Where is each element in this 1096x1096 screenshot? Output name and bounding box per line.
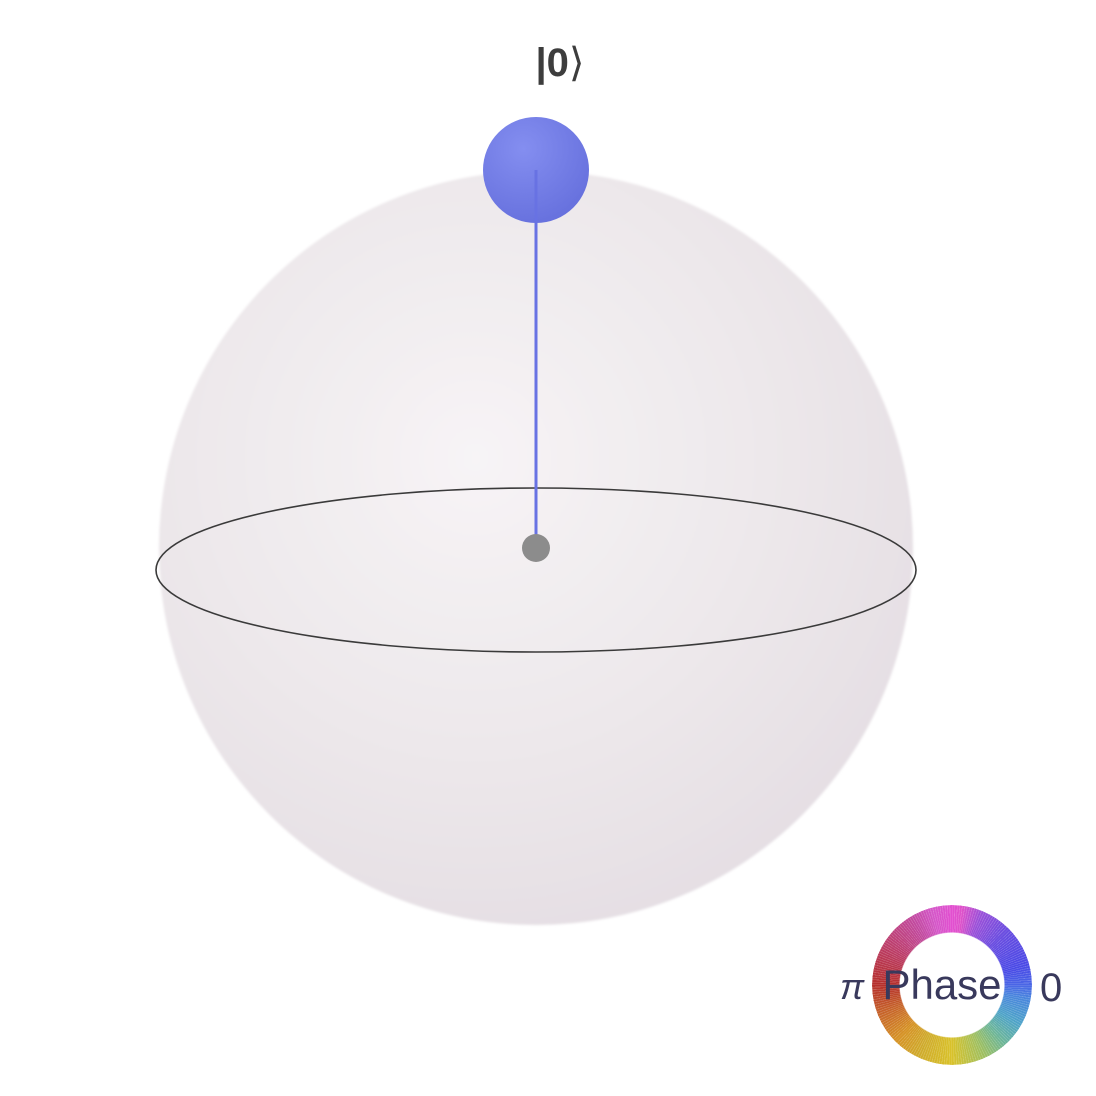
svg-text:|0⟩: |0⟩ [535, 41, 584, 85]
